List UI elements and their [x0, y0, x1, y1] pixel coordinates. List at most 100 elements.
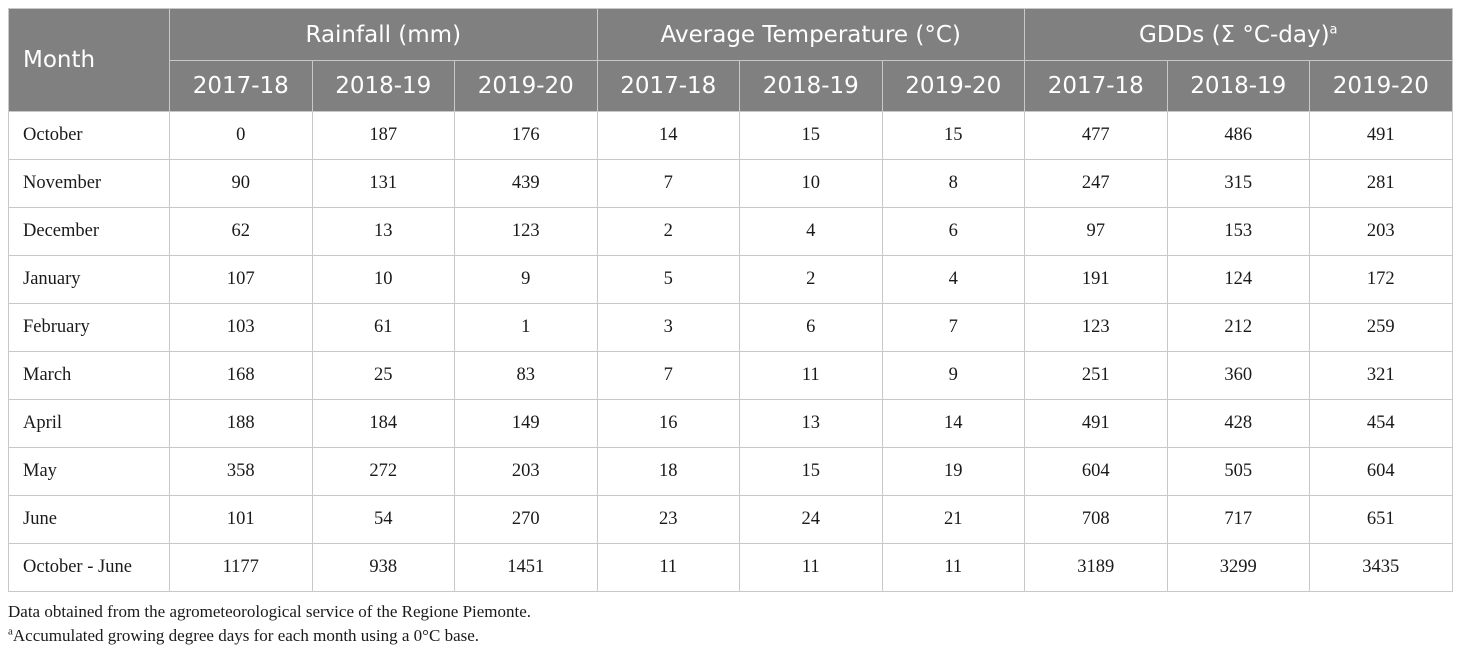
value-cell: 1177 [169, 543, 313, 592]
value-cell: 153 [1166, 207, 1311, 256]
value-cell: 708 [1024, 495, 1168, 544]
value-cell: 187 [311, 111, 455, 160]
value-cell: 7 [596, 159, 741, 208]
value-cell: 97 [1024, 207, 1168, 256]
year-header: 2017-18 [596, 60, 741, 112]
table-notes: Data obtained from the agrometeorologica… [8, 600, 1452, 648]
value-cell: 149 [454, 399, 598, 448]
value-cell: 107 [169, 255, 313, 304]
value-cell: 19 [881, 447, 1026, 496]
table-row: October 0 187 176 14 15 15 477 486 491 [8, 111, 1453, 160]
value-cell: 3 [596, 303, 741, 352]
year-header: 2018-19 [1166, 60, 1311, 112]
value-cell: 8 [881, 159, 1026, 208]
value-cell: 103 [169, 303, 313, 352]
value-cell: 428 [1166, 399, 1311, 448]
month-cell: October [8, 111, 170, 160]
group-header-temperature: Average Temperature (°C) [596, 8, 1026, 61]
value-cell: 321 [1309, 351, 1453, 400]
value-cell: 9 [454, 255, 598, 304]
value-cell: 3189 [1024, 543, 1168, 592]
group-label: GDDs (Σ °C-day) [1139, 21, 1330, 48]
value-cell: 203 [1309, 207, 1453, 256]
value-cell: 7 [596, 351, 741, 400]
value-cell: 4 [881, 255, 1026, 304]
value-cell: 4 [739, 207, 883, 256]
value-cell: 272 [311, 447, 455, 496]
year-header: 2019-20 [1309, 60, 1453, 112]
value-cell: 15 [881, 111, 1026, 160]
footnote-marker: a [8, 625, 13, 638]
value-cell: 7 [881, 303, 1026, 352]
month-cell: November [8, 159, 170, 208]
value-cell: 124 [1166, 255, 1311, 304]
value-cell: 491 [1309, 111, 1453, 160]
value-cell: 358 [169, 447, 313, 496]
value-cell: 11 [596, 543, 741, 592]
value-cell: 188 [169, 399, 313, 448]
value-cell: 477 [1024, 111, 1168, 160]
value-cell: 938 [311, 543, 455, 592]
value-cell: 83 [454, 351, 598, 400]
year-header: 2019-20 [881, 60, 1026, 112]
value-cell: 270 [454, 495, 598, 544]
value-cell: 2 [739, 255, 883, 304]
value-cell: 61 [311, 303, 455, 352]
header-row-years: 2017-18 2018-19 2019-20 2017-18 2018-19 2019-… [9, 60, 1453, 112]
table-row: January 107 10 9 5 2 4 191 124 172 [8, 255, 1453, 304]
year-header: 2019-20 [454, 60, 598, 112]
value-cell: 604 [1309, 447, 1453, 496]
table-body: October 0 187 176 14 15 15 477 486 491 November 90 1… [8, 111, 1453, 592]
value-cell: 123 [454, 207, 598, 256]
value-cell: 21 [881, 495, 1026, 544]
value-cell: 184 [311, 399, 455, 448]
value-cell: 15 [739, 111, 883, 160]
value-cell: 168 [169, 351, 313, 400]
table-row: March 168 25 83 7 11 9 251 360 321 [8, 351, 1453, 400]
value-cell: 439 [454, 159, 598, 208]
value-cell: 3435 [1309, 543, 1453, 592]
value-cell: 131 [311, 159, 455, 208]
value-cell: 172 [1309, 255, 1453, 304]
year-header: 2018-19 [311, 60, 455, 112]
value-cell: 604 [1024, 447, 1168, 496]
month-cell: October - June [8, 543, 170, 592]
value-cell: 0 [169, 111, 313, 160]
value-cell: 11 [739, 543, 883, 592]
value-cell: 3299 [1166, 543, 1311, 592]
value-cell: 1 [454, 303, 598, 352]
value-cell: 23 [596, 495, 741, 544]
value-cell: 16 [596, 399, 741, 448]
table-row: November 90 131 439 7 10 8 247 315 281 [8, 159, 1453, 208]
value-cell: 10 [311, 255, 455, 304]
value-cell: 176 [454, 111, 598, 160]
value-cell: 259 [1309, 303, 1453, 352]
value-cell: 2 [596, 207, 741, 256]
month-cell: May [8, 447, 170, 496]
month-cell: March [8, 351, 170, 400]
value-cell: 251 [1024, 351, 1168, 400]
value-cell: 651 [1309, 495, 1453, 544]
value-cell: 13 [311, 207, 455, 256]
month-cell: June [8, 495, 170, 544]
table-row: April 188 184 149 16 13 14 491 428 454 [8, 399, 1453, 448]
value-cell: 203 [454, 447, 598, 496]
value-cell: 54 [311, 495, 455, 544]
value-cell: 191 [1024, 255, 1168, 304]
group-label: Average Temperature (°C) [660, 21, 961, 48]
value-cell: 5 [596, 255, 741, 304]
value-cell: 25 [311, 351, 455, 400]
value-cell: 90 [169, 159, 313, 208]
table-row: May 358 272 203 18 15 19 604 505 604 [8, 447, 1453, 496]
month-header: Month [8, 8, 170, 112]
value-cell: 281 [1309, 159, 1453, 208]
value-cell: 13 [739, 399, 883, 448]
month-cell: January [8, 255, 170, 304]
value-cell: 15 [739, 447, 883, 496]
month-cell: December [8, 207, 170, 256]
year-header: 2018-19 [739, 60, 883, 112]
table-row: June 101 54 270 23 24 21 708 717 651 [8, 495, 1453, 544]
value-cell: 454 [1309, 399, 1453, 448]
footnote-text: Accumulated growing degree days for each… [12, 626, 480, 645]
value-cell: 6 [739, 303, 883, 352]
